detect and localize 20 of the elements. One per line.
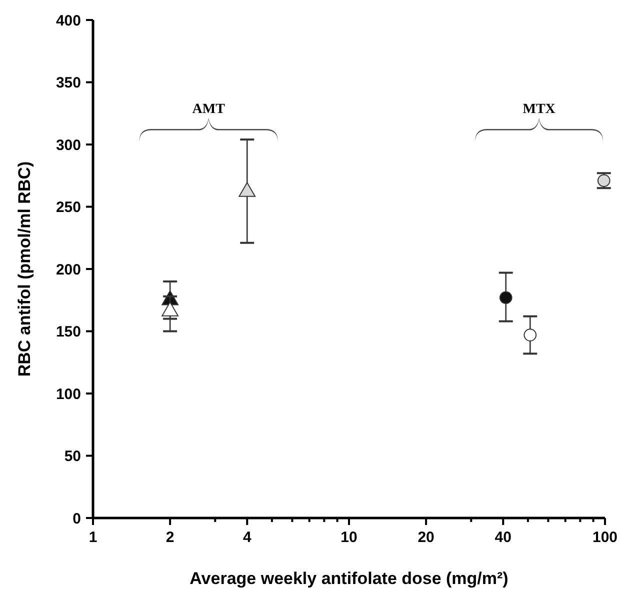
y-tick-label: 0 [72, 510, 81, 528]
x-tick-label: 100 [592, 529, 618, 546]
x-tick-label: 20 [418, 529, 434, 546]
y-tick-label: 150 [56, 324, 81, 340]
y-tick-label: 400 [56, 12, 81, 30]
annotation: AMT [192, 102, 226, 117]
annotation: MTX [522, 102, 556, 117]
x-tick-label: 4 [242, 529, 252, 546]
y-axis-title: RBC antifol (pmol/ml RBC) [15, 161, 34, 377]
x-tick-label: 10 [340, 529, 358, 546]
y-tick-label: 200 [56, 261, 81, 278]
y-tick-label: 100 [56, 386, 81, 403]
x-tick-label: 40 [494, 529, 512, 546]
y-tick-label: 300 [56, 136, 81, 154]
x-axis-title: Average weekly antifolate dose (mg/m²) [190, 569, 508, 588]
y-tick-label: 250 [56, 199, 81, 216]
x-tick-label: 2 [166, 529, 174, 546]
y-tick-label: 50 [64, 448, 81, 465]
y-tick-label: 350 [56, 74, 81, 92]
x-tick-label: 1 [88, 529, 98, 546]
